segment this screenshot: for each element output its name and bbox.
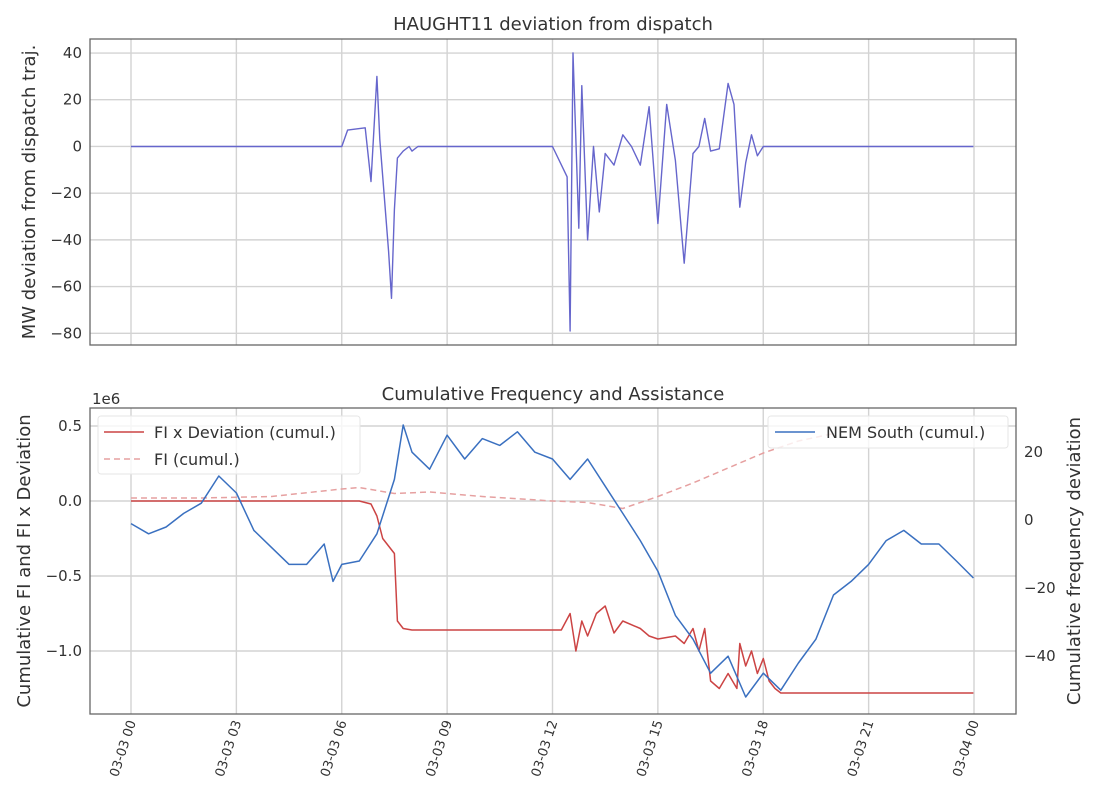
cumulative-left-y-tick-label: −0.5 xyxy=(46,567,82,585)
time-x-tick-label: 03-03 09 xyxy=(424,719,456,779)
fi-x-deviation-series-line xyxy=(131,500,974,694)
time-x-tick-label: 03-04 00 xyxy=(950,719,982,779)
cumulative-right-y-tick-label: −20 xyxy=(1024,579,1056,597)
time-x-tick-label: 03-03 15 xyxy=(634,719,666,779)
time-x-tick-label: 03-03 18 xyxy=(740,719,772,779)
nem-south-series-line xyxy=(130,424,974,698)
legend-label-fi-x-deviation: FI x Deviation (cumul.) xyxy=(154,423,336,442)
deviation-axes-frame xyxy=(89,38,1017,346)
cumulative-panel: 0.50.0−0.5−1.0 200−20−40 03-03 00 03-03 0… xyxy=(14,384,1085,779)
deviation-panel: 40 20 0 −20 −40 −60 −80 HAUGHT11 deviation fro… xyxy=(19,14,1017,346)
deviation-plot-area xyxy=(131,52,974,332)
cumulative-right-y-axis-label: Cumulative frequency deviation xyxy=(1064,417,1085,705)
fi-series-line xyxy=(131,432,834,510)
deviation-y-tick-label: −40 xyxy=(50,231,82,249)
deviation-y-tick-label: −80 xyxy=(50,324,82,342)
time-x-tick-label: 03-03 21 xyxy=(845,719,877,779)
cumulative-right-y-tick-label: 20 xyxy=(1024,443,1043,461)
cumulative-right-y-tick-label: 0 xyxy=(1024,511,1034,529)
cumulative-chart-title: Cumulative Frequency and Assistance xyxy=(382,384,725,405)
legend-label-fi: FI (cumul.) xyxy=(154,450,240,469)
legend-left-box xyxy=(97,415,361,475)
cumulative-right-y-ticks: 20 0 −20 −40 xyxy=(1024,443,1056,665)
left-axis-offset-label: 1e6 xyxy=(92,390,120,408)
deviation-y-tick-label: −20 xyxy=(50,184,82,202)
time-x-tick-label: 03-03 12 xyxy=(529,719,561,779)
deviation-y-tick-label: 40 xyxy=(63,44,82,62)
cumulative-right-y-tick-label: −40 xyxy=(1024,647,1056,665)
cumulative-plot-area xyxy=(130,424,974,698)
cumulative-left-y-tick-label: −1.0 xyxy=(46,642,82,660)
deviation-y-tick-label: −60 xyxy=(50,278,82,296)
deviation-y-tick-label: 20 xyxy=(63,91,82,109)
cumulative-left-y-tick-label: 0.0 xyxy=(58,492,82,510)
deviation-y-ticks: 40 20 0 −20 −40 −60 −80 xyxy=(50,44,82,342)
cumulative-axes-frame xyxy=(89,407,1017,715)
cumulative-left-y-ticks: 0.5 0.0 −0.5 −1.0 xyxy=(46,417,82,660)
time-x-tick-label: 03-03 06 xyxy=(318,719,350,779)
legend-left: FI x Deviation (cumul.) FI (cumul.) xyxy=(97,415,361,475)
deviation-chart-title: HAUGHT11 deviation from dispatch xyxy=(393,14,713,35)
deviation-series-line xyxy=(131,52,974,332)
deviation-y-tick-label: 0 xyxy=(72,137,82,155)
legend-right-box xyxy=(767,415,1009,449)
legend-right: NEM South (cumul.) xyxy=(767,415,1009,449)
time-x-tick-label: 03-03 03 xyxy=(213,719,245,779)
time-x-ticks: 03-03 00 03-03 03 03-03 06 03-03 09 03-03 12… xyxy=(107,719,982,779)
time-x-tick-label: 03-03 00 xyxy=(107,719,139,779)
cumulative-left-y-tick-label: 0.5 xyxy=(58,417,82,435)
legend-label-nem-south: NEM South (cumul.) xyxy=(826,423,985,442)
deviation-y-axis-label: MW deviation from dispatch traj. xyxy=(19,45,40,340)
cumulative-left-y-axis-label: Cumulative FI and FI x Deviation xyxy=(14,414,35,707)
deviation-gridlines xyxy=(90,39,1016,345)
